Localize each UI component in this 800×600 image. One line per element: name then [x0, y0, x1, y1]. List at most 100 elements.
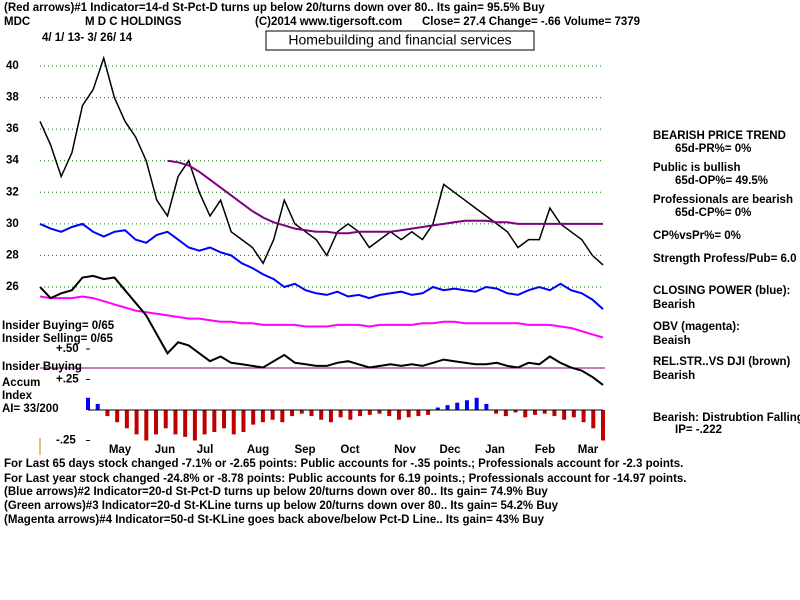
accum-bar — [163, 410, 168, 429]
y-tick-label: 34 — [6, 155, 19, 167]
footer-text: (Magenta arrows)#4 Indicator=50-d St-KLi… — [4, 514, 545, 526]
accum-bar — [86, 397, 90, 410]
x-tick-label: Jun — [155, 444, 175, 456]
accum-bar — [251, 410, 256, 425]
panel-text: Beaish — [653, 335, 691, 347]
accum-bar — [601, 410, 605, 441]
panel-text: Professionals are bearish — [653, 194, 793, 206]
accum-bar — [124, 410, 129, 429]
x-tick-label: Jan — [485, 444, 505, 456]
x-tick-label: Sep — [294, 444, 315, 456]
ticker: MDC — [4, 16, 30, 28]
series-line — [39, 274, 604, 386]
title-box — [265, 30, 535, 51]
header-line: (Red arrows)#1 Indicator=14-d St-Pct-D t… — [4, 2, 545, 14]
accum-bar — [231, 410, 236, 435]
panel-text: 65d-CP%= 0% — [675, 207, 751, 219]
panel-text: 65d-OP%= 49.5% — [675, 175, 768, 187]
panel-text: OBV (magenta): — [653, 321, 740, 333]
panel-text: BEARISH PRICE TREND — [653, 130, 786, 142]
panel-text: Bearish — [653, 370, 695, 382]
accum-bar — [426, 410, 431, 415]
accum-bar — [154, 410, 159, 435]
accum-bar — [212, 410, 217, 432]
accum-bar — [542, 410, 547, 414]
panel-text: Bearish: Distrubtion Falling — [653, 412, 800, 424]
accum-bar — [348, 410, 353, 420]
footer-text: (Green arrows)#3 Indicator=20-d St-KLine… — [4, 500, 559, 512]
footer-text: For Last 65 days stock changed -7.1% or … — [4, 458, 683, 470]
left-note: Insider Buying= 0/65 — [2, 320, 115, 332]
x-tick-label: Jul — [197, 444, 214, 456]
accum-bar — [367, 410, 372, 415]
accum-bar — [474, 397, 479, 410]
panel-text: Public is bullish — [653, 162, 741, 174]
accum-bar — [513, 410, 518, 413]
accum-bar — [105, 410, 110, 417]
panel-text: CLOSING POWER (blue): — [653, 285, 790, 297]
left-note: Index — [2, 390, 33, 402]
accum-bar — [241, 410, 246, 432]
x-tick-label: Feb — [535, 444, 555, 456]
y-tick-label: 32 — [6, 186, 19, 198]
footer-text: For Last year stock changed -24.8% or -8… — [4, 473, 687, 485]
accum-bar — [202, 410, 207, 435]
y-tick-label: 28 — [6, 249, 19, 261]
accum-bar — [319, 410, 324, 420]
company: M D C HOLDINGS — [85, 16, 182, 28]
accum-bar — [503, 410, 508, 417]
left-note: Insider Buying — [2, 361, 82, 373]
accum-bar — [552, 410, 557, 417]
accum-bar — [309, 410, 314, 417]
accum-bar — [464, 400, 469, 410]
panel-text: 65d-PR%= 0% — [675, 143, 751, 155]
panel-text: IP= -.222 — [675, 424, 722, 436]
accum-bar — [358, 410, 363, 417]
x-tick-label: Oct — [340, 444, 359, 456]
panel-text: Strength Profess/Pub= 6.0 — [653, 253, 796, 265]
accum-bar — [377, 410, 382, 414]
accum-bar — [183, 410, 188, 437]
accum-bar — [494, 410, 499, 414]
series-line — [167, 159, 603, 235]
accum-bar — [260, 410, 265, 423]
left-note: AI= 33/200 — [2, 403, 59, 415]
accum-bar — [328, 410, 333, 423]
accum-bar — [222, 410, 227, 429]
x-tick-label: Aug — [247, 444, 269, 456]
accum-bar — [406, 410, 411, 418]
accum-bar — [562, 410, 567, 420]
y-tick-label: 30 — [6, 218, 19, 230]
accum-bar — [280, 410, 285, 423]
panel-text: Bearish — [653, 299, 695, 311]
copyright: (C)2014 www.tigersoft.com — [255, 16, 402, 28]
accum-bar — [290, 410, 295, 417]
accum-tick-label: +.50 — [56, 343, 79, 355]
accum-bar — [532, 410, 537, 415]
accum-bar — [173, 410, 178, 435]
quote: Close= 27.4 Change= -.66 Volume= 7379 — [422, 16, 640, 28]
y-tick-label: 38 — [6, 92, 19, 104]
accum-bar — [455, 402, 460, 410]
accum-bar — [192, 410, 197, 441]
accum-bar — [134, 410, 139, 435]
left-note: Accum — [2, 377, 40, 389]
accum-bar — [484, 403, 489, 410]
accum-bar — [591, 410, 596, 429]
footer-text: (Blue arrows)#2 Indicator=20-d St-Pct-D … — [4, 486, 548, 498]
accum-bar — [338, 410, 343, 418]
series-line — [39, 55, 604, 266]
accum-bar — [95, 403, 100, 410]
chart-title: Homebuilding and financial services — [288, 32, 511, 48]
accum-bar — [581, 410, 586, 423]
accum-bar — [144, 410, 149, 441]
y-tick-label: 26 — [6, 281, 19, 293]
panel-text: REL.STR..VS DJI (brown) — [653, 356, 791, 368]
y-tick-label: 40 — [6, 60, 19, 72]
accum-bar — [445, 405, 450, 410]
x-tick-label: Dec — [439, 444, 461, 456]
accum-tick-label: +.25 — [56, 374, 79, 386]
accum-bar — [396, 410, 401, 420]
date-range: 4/ 1/ 13- 3/ 26/ 14 — [42, 32, 133, 44]
